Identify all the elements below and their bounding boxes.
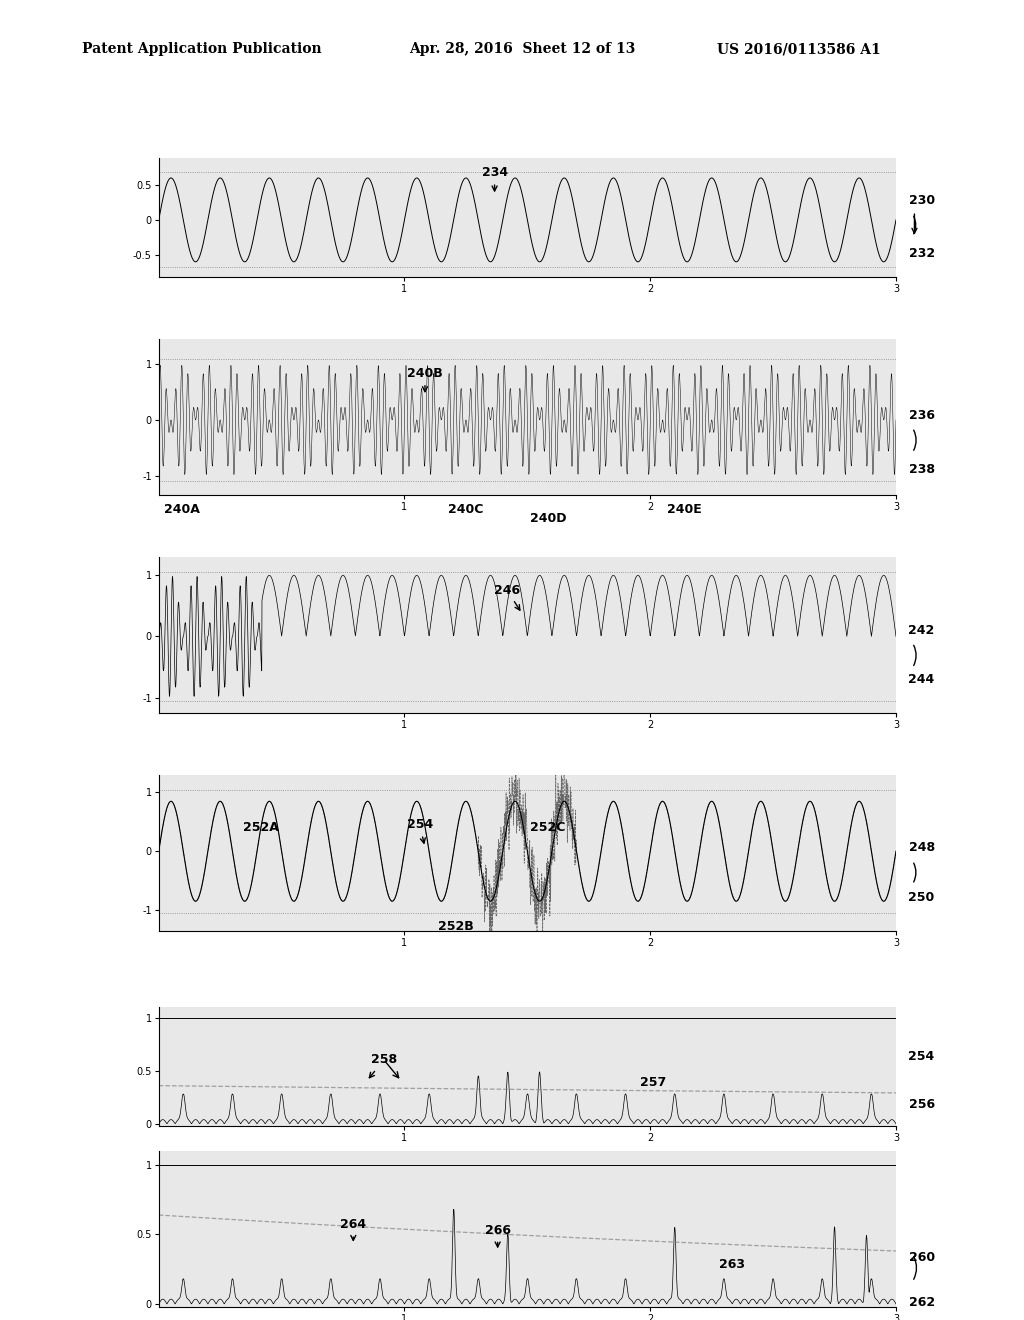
Text: 252A: 252A xyxy=(243,821,280,834)
Text: 246: 246 xyxy=(494,583,520,610)
Text: 242: 242 xyxy=(908,624,935,638)
Text: 240D: 240D xyxy=(529,512,566,525)
Text: US 2016/0113586 A1: US 2016/0113586 A1 xyxy=(717,42,881,57)
Text: Patent Application Publication: Patent Application Publication xyxy=(82,42,322,57)
Text: 264: 264 xyxy=(340,1218,367,1241)
Text: 244: 244 xyxy=(908,673,935,686)
Text: 238: 238 xyxy=(908,463,935,477)
Text: Apr. 28, 2016  Sheet 12 of 13: Apr. 28, 2016 Sheet 12 of 13 xyxy=(410,42,636,57)
Text: 252C: 252C xyxy=(530,821,565,834)
Text: 240B: 240B xyxy=(408,367,442,392)
Text: 257: 257 xyxy=(640,1076,667,1089)
Text: 240E: 240E xyxy=(667,503,701,516)
Text: 254: 254 xyxy=(908,1049,935,1063)
Text: 248: 248 xyxy=(908,841,935,854)
Text: 266: 266 xyxy=(484,1224,511,1247)
Text: 240C: 240C xyxy=(449,503,483,516)
Text: 252B: 252B xyxy=(438,920,473,933)
Text: 232: 232 xyxy=(908,247,935,260)
Text: 254: 254 xyxy=(407,818,433,843)
Text: 230: 230 xyxy=(908,194,935,207)
Text: 263: 263 xyxy=(719,1258,745,1271)
Text: 258: 258 xyxy=(370,1053,397,1077)
Text: 260: 260 xyxy=(908,1251,935,1265)
Text: 236: 236 xyxy=(908,409,935,422)
Text: 234: 234 xyxy=(481,166,508,191)
Text: 240A: 240A xyxy=(164,503,201,516)
Text: 262: 262 xyxy=(908,1296,935,1309)
Text: 250: 250 xyxy=(908,891,935,904)
Text: 256: 256 xyxy=(908,1098,935,1111)
